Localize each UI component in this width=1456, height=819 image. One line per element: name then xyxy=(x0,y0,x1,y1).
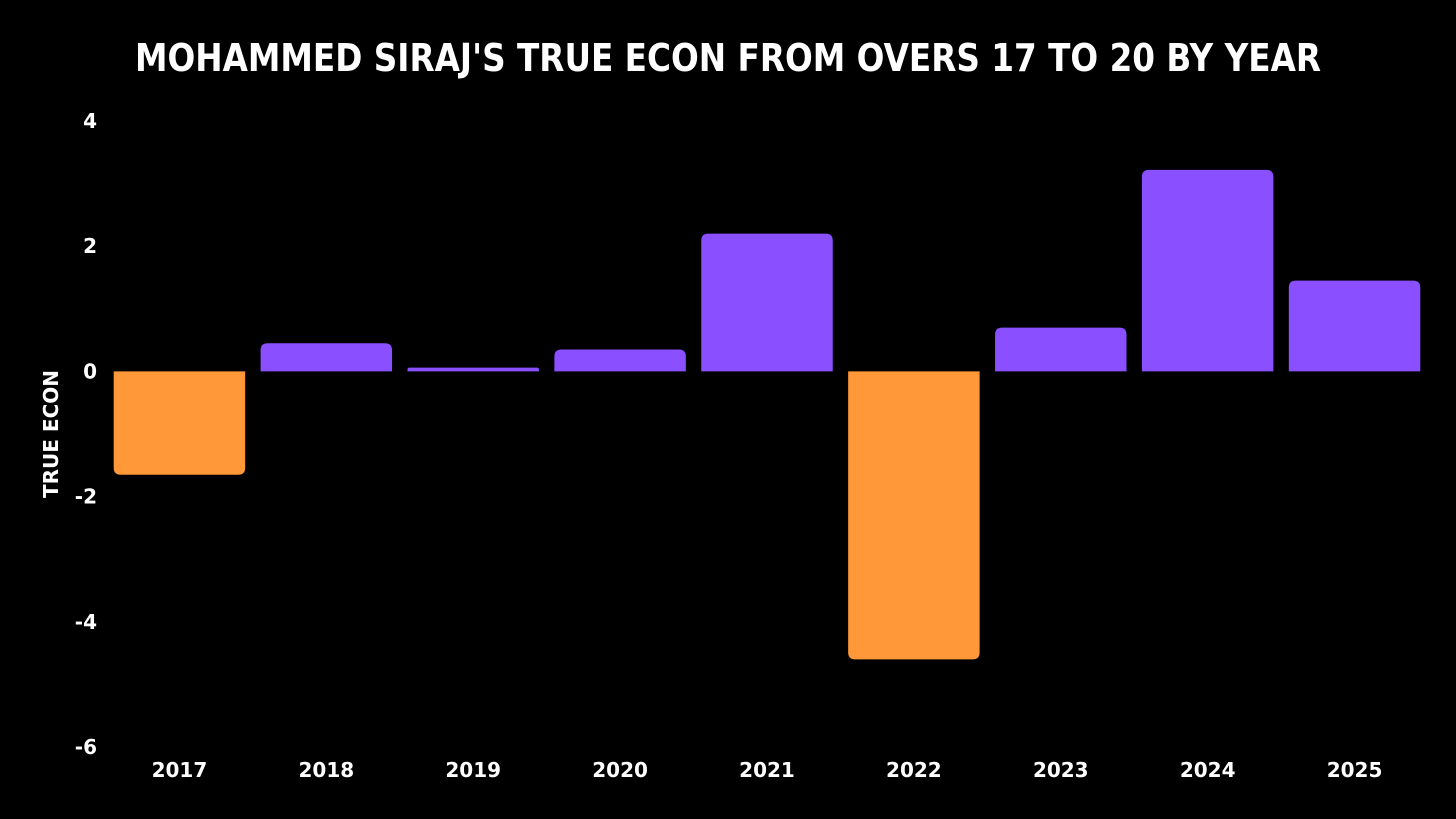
y-axis-ticks: 4 2 0 -2 -4 -6 xyxy=(75,109,97,759)
y-tick-label: 4 xyxy=(83,109,97,133)
x-tick-label: 2022 xyxy=(886,758,942,782)
bar-2021 xyxy=(701,233,833,372)
x-tick-label: 2020 xyxy=(592,758,648,782)
x-tick-label: 2023 xyxy=(1033,758,1089,782)
bar-2022 xyxy=(848,371,980,660)
x-tick-label: 2021 xyxy=(739,758,795,782)
x-tick-label: 2019 xyxy=(445,758,501,782)
bar-2018 xyxy=(260,343,393,372)
x-tick-label: 2025 xyxy=(1327,758,1383,782)
x-tick-label: 2018 xyxy=(298,758,354,782)
x-tick-label: 2024 xyxy=(1180,758,1236,782)
bar-2023 xyxy=(995,327,1127,372)
y-axis-title: TRUE ECON xyxy=(39,370,63,498)
x-axis-ticks: 2017 2018 2019 2020 2021 2022 2023 2024 2025 xyxy=(152,758,1383,782)
y-tick-label: 0 xyxy=(83,359,97,383)
bar-2020 xyxy=(554,349,686,372)
bar-2017 xyxy=(113,371,246,475)
bars xyxy=(113,169,1421,660)
bar-2024 xyxy=(1141,169,1274,372)
y-tick-label: -4 xyxy=(75,610,97,634)
y-tick-label: -2 xyxy=(75,485,97,509)
y-tick-label: 2 xyxy=(83,234,97,258)
chart-title: MOHAMMED SIRAJ'S TRUE ECON FROM OVERS 17… xyxy=(134,36,1322,80)
x-tick-label: 2017 xyxy=(152,758,208,782)
bar-2019 xyxy=(407,367,539,372)
bar-2025 xyxy=(1288,280,1421,372)
y-tick-label: -6 xyxy=(75,735,97,759)
